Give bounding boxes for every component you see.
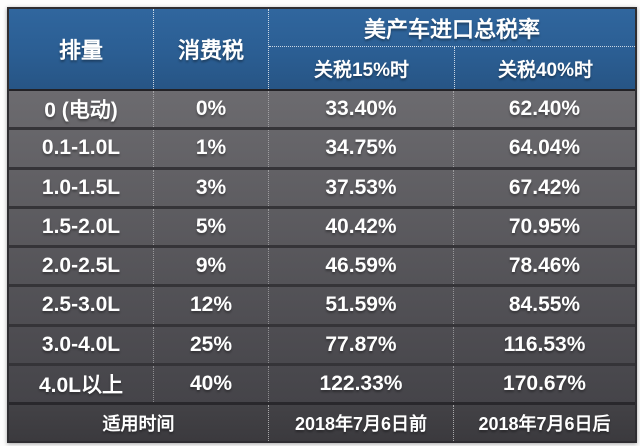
header-consumption-tax: 消费税 [153, 9, 268, 89]
cell-rate-40: 67.42% [453, 169, 635, 206]
cell-rate-15: 40.42% [268, 208, 453, 245]
cell-displacement: 0.1-1.0L [41, 136, 121, 160]
table-row: 0 (电动) 0% 33.40% 62.40% [9, 91, 635, 128]
cell-consumption-tax: 9% [153, 248, 268, 285]
header-tariff-15: 关税15%时 [313, 59, 410, 81]
cell-displacement: 1.0-1.5L [41, 175, 121, 199]
cell-rate-15: 122.33% [268, 365, 453, 402]
cell-rate-15: 46.59% [268, 248, 453, 285]
tax-rate-table: 排量 消费税 美产车进口总税率 关税15%时 关税40%时 0 (电动) 0% … [7, 7, 637, 443]
cell-rate-40: 84.55% [453, 287, 635, 324]
cell-displacement: 1.5-2.0L [41, 214, 121, 238]
cell-consumption-tax: 25% [153, 326, 268, 363]
cell-rate-40: 116.53% [453, 326, 635, 363]
table-row: 1.0-1.5L 3% 37.53% 67.42% [9, 166, 635, 206]
footer-date-before: 2018年7月6日前 [268, 405, 453, 441]
cell-consumption-tax: 0% [153, 91, 268, 128]
cell-consumption-tax: 1% [153, 130, 268, 167]
table-header: 排量 消费税 美产车进口总税率 关税15%时 关税40%时 [9, 9, 635, 91]
cell-rate-15: 33.40% [268, 91, 453, 128]
table-row: 2.0-2.5L 9% 46.59% 78.46% [9, 245, 635, 285]
cell-rate-40: 70.95% [453, 208, 635, 245]
table-row: 0.1-1.0L 1% 34.75% 64.04% [9, 127, 635, 167]
table-row: 4.0L以上 40% 122.33% 170.67% [9, 362, 635, 402]
header-tariff-40: 关税40%时 [454, 47, 636, 89]
header-total-rate-group: 美产车进口总税率 关税15%时 关税40%时 [268, 9, 635, 89]
cell-rate-15: 37.53% [268, 169, 453, 206]
cell-displacement: 0 (电动) [44, 99, 118, 123]
footer-date-after: 2018年7月6日后 [453, 405, 635, 441]
cell-rate-40: 62.40% [453, 91, 635, 128]
cell-consumption-tax: 5% [153, 208, 268, 245]
cell-rate-40: 78.46% [453, 248, 635, 285]
table-footer: 适用时间 2018年7月6日前 2018年7月6日后 [9, 402, 635, 441]
cell-consumption-tax: 12% [153, 287, 268, 324]
header-subrow: 关税15%时 关税40%时 [269, 46, 635, 89]
table-row: 2.5-3.0L 12% 51.59% 84.55% [9, 284, 635, 324]
footer-applicable-time-label: 适用时间 [102, 414, 175, 434]
cell-rate-15: 77.87% [268, 326, 453, 363]
cell-consumption-tax: 40% [153, 365, 268, 402]
cell-rate-15: 51.59% [268, 287, 453, 324]
cell-rate-15: 34.75% [268, 130, 453, 167]
header-displacement: 排量 [58, 38, 103, 63]
header-total-rate-title: 美产车进口总税率 [363, 16, 540, 42]
table-body: 0 (电动) 0% 33.40% 62.40% 0.1-1.0L 1% 34.7… [9, 91, 635, 402]
cell-displacement: 2.5-3.0L [41, 293, 121, 317]
cell-displacement: 2.0-2.5L [41, 254, 121, 278]
cell-displacement: 4.0L以上 [38, 373, 124, 397]
cell-rate-40: 64.04% [453, 130, 635, 167]
cell-rate-40: 170.67% [453, 365, 635, 402]
table-row: 3.0-4.0L 25% 77.87% 116.53% [9, 323, 635, 363]
table-row: 1.5-2.0L 5% 40.42% 70.95% [9, 205, 635, 245]
cell-displacement: 3.0-4.0L [41, 332, 121, 356]
cell-consumption-tax: 3% [153, 169, 268, 206]
